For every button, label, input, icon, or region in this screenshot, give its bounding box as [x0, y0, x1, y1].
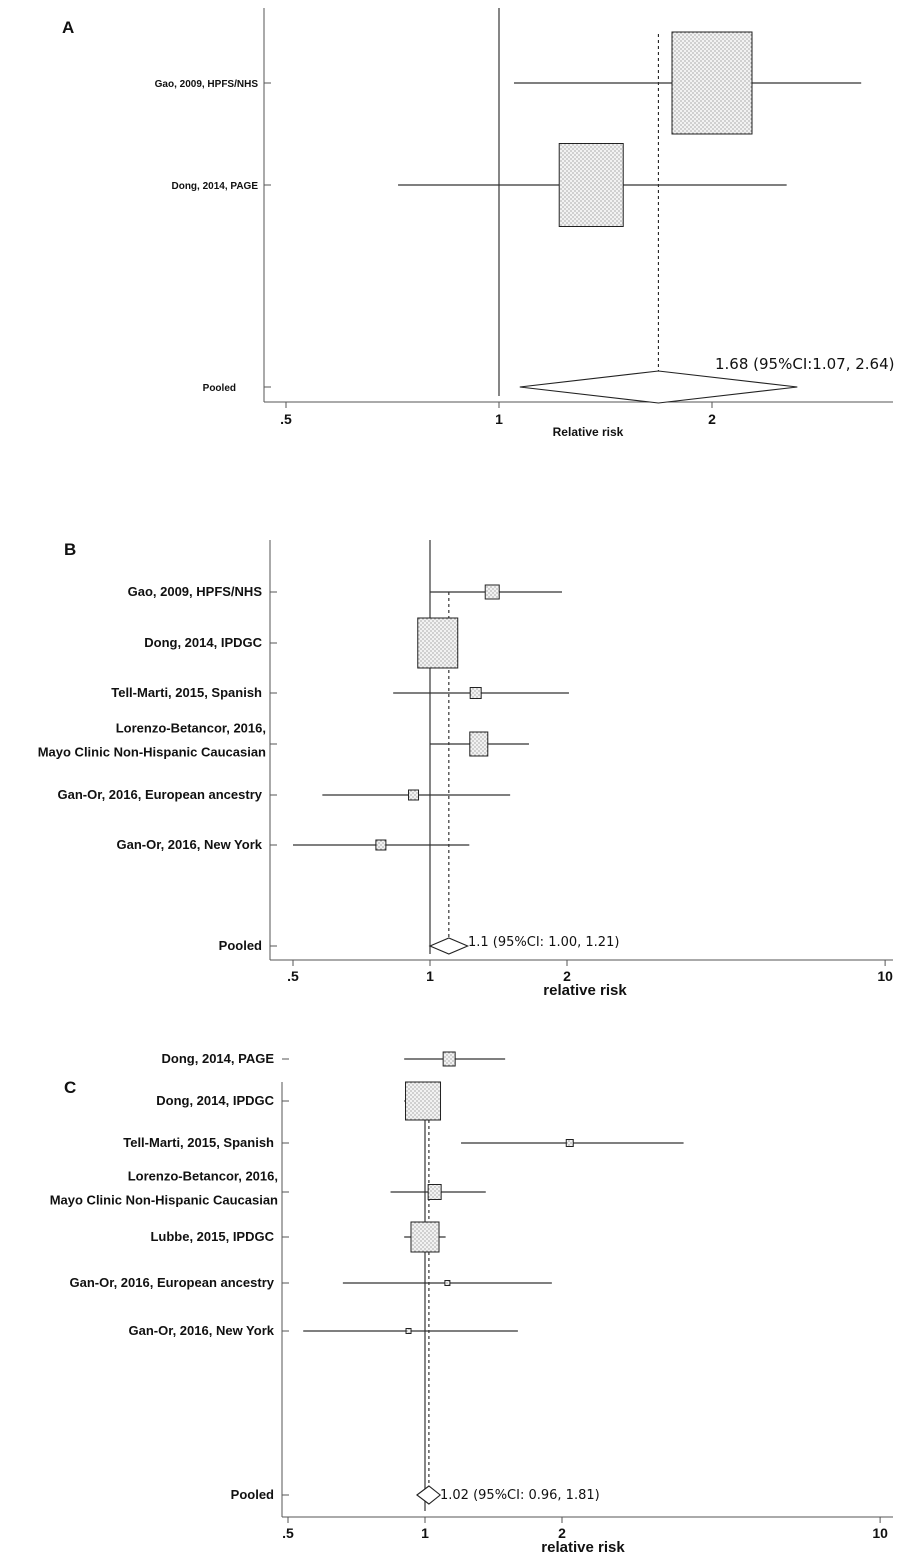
- study-label: Dong, 2014, PAGE: [171, 181, 258, 192]
- panel-letter: C: [64, 1078, 76, 1097]
- estimate-box: [410, 1221, 440, 1253]
- estimate-box: [427, 1184, 442, 1200]
- pooled-diamond: [428, 937, 470, 955]
- estimate-box: [442, 1051, 456, 1067]
- pooled-annotation: 1.68 (95%CI:1.07, 2.64): [715, 355, 895, 373]
- x-tick-label: 2: [708, 411, 716, 427]
- pooled-label: Pooled: [231, 1487, 274, 1502]
- estimate-box: [469, 731, 489, 757]
- estimate-box: [484, 584, 500, 600]
- study-label: Lorenzo-Betancor, 2016,: [128, 1169, 278, 1184]
- study-label: Tell-Marti, 2015, Spanish: [111, 685, 262, 700]
- study-label: Gao, 2009, HPFS/NHS: [155, 79, 259, 90]
- pooled-diamond: [416, 1485, 442, 1505]
- x-tick-label: 1: [426, 968, 434, 984]
- estimate-box: [469, 687, 482, 699]
- study-label: Lubbe, 2015, IPDGC: [150, 1229, 274, 1244]
- estimate-box: [405, 1328, 412, 1334]
- estimate-box: [417, 617, 459, 669]
- study-label-line2: Mayo Clinic Non-Hispanic Caucasian: [38, 745, 266, 760]
- study-label: Gan-Or, 2016, European ancestry: [58, 787, 263, 802]
- estimate-box: [671, 31, 753, 135]
- estimate-box: [405, 1081, 442, 1121]
- study-label-line2: Mayo Clinic Non-Hispanic Caucasian: [50, 1193, 278, 1208]
- x-axis-title: Relative risk: [553, 425, 624, 439]
- x-axis-title: relative risk: [541, 1539, 625, 1556]
- x-tick-label: 2: [563, 968, 571, 984]
- pooled-label: Pooled: [219, 938, 262, 953]
- study-label: Tell-Marti, 2015, Spanish: [123, 1135, 274, 1150]
- estimate-box: [565, 1139, 574, 1147]
- panel-letter: B: [64, 540, 76, 559]
- study-label: Lorenzo-Betancor, 2016,: [116, 721, 266, 736]
- estimate-box: [558, 143, 624, 227]
- study-label: Gao, 2009, HPFS/NHS: [128, 584, 263, 599]
- pooled-annotation: 1.02 (95%CI: 0.96, 1.81): [440, 1488, 600, 1503]
- estimate-box: [375, 839, 387, 851]
- x-axis-title: relative risk: [543, 982, 627, 999]
- study-label: Gan-Or, 2016, New York: [129, 1323, 275, 1338]
- x-tick-label: 1: [421, 1525, 429, 1541]
- forest-panel-c: C .5 1 2 10 relative risk Dong, 2014, PAGE Dong…: [50, 1051, 893, 1556]
- x-tick-label: 10: [872, 1525, 888, 1541]
- pooled-diamond: [519, 370, 798, 404]
- x-tick-label: 10: [877, 968, 893, 984]
- x-tick-label: 2: [558, 1525, 566, 1541]
- pooled-annotation: 1.1 (95%CI: 1.00, 1.21): [468, 935, 619, 950]
- estimate-box: [408, 789, 420, 801]
- study-label: Dong, 2014, PAGE: [162, 1051, 275, 1066]
- estimate-box: [444, 1280, 451, 1286]
- study-label: Dong, 2014, IPDGC: [156, 1093, 274, 1108]
- pooled-label: Pooled: [203, 383, 236, 394]
- forest-panel-a: A .5 1 2 Relative risk Gao, 2009, HPFS/NHS Don…: [62, 8, 895, 439]
- x-tick-label: 1: [495, 411, 503, 427]
- x-tick-label: .5: [282, 1525, 294, 1541]
- study-label: Gan-Or, 2016, New York: [117, 837, 263, 852]
- forest-panel-b: B .5 1 2 10 relative risk Gao, 2009, HPFS/NHS D…: [38, 540, 893, 999]
- x-tick-label: .5: [280, 411, 292, 427]
- study-label: Gan-Or, 2016, European ancestry: [70, 1275, 275, 1290]
- panel-letter: A: [62, 18, 74, 37]
- x-tick-label: .5: [287, 968, 299, 984]
- study-label: Dong, 2014, IPDGC: [144, 635, 262, 650]
